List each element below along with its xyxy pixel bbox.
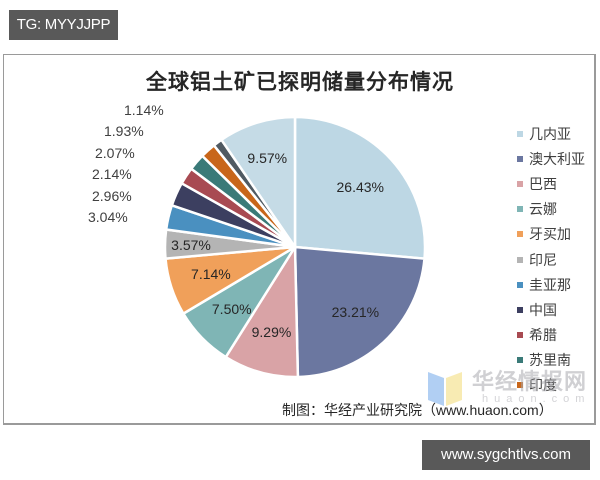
legend-swatch-icon bbox=[517, 206, 523, 213]
chart-source: 制图：华经产业研究院（www.huaon.com） bbox=[282, 402, 553, 418]
legend-label: 苏里南 bbox=[529, 351, 571, 368]
pie-slice bbox=[293, 245, 426, 379]
watermark-subtext: huaon.com bbox=[482, 393, 591, 405]
legend-item: 印度 bbox=[517, 375, 557, 395]
pie-slice-label: 2.07% bbox=[95, 145, 135, 161]
legend-swatch-icon bbox=[517, 331, 523, 338]
legend-swatch-icon bbox=[517, 156, 523, 163]
legend-item: 云娜 bbox=[517, 199, 557, 219]
pie-slice-label: 3.57% bbox=[171, 236, 211, 253]
pie-slice bbox=[293, 115, 427, 261]
pie-slice-label: 2.96% bbox=[92, 188, 132, 204]
pie-slice-label: 3.04% bbox=[88, 209, 128, 225]
watermark-logo-icon bbox=[428, 372, 462, 406]
legend-item: 澳大利亚 bbox=[517, 149, 585, 169]
legend-item: 希腊 bbox=[517, 325, 557, 345]
legend-swatch-icon bbox=[517, 231, 523, 238]
legend-swatch-icon bbox=[517, 131, 523, 137]
legend-label: 印度 bbox=[529, 377, 557, 393]
legend-item: 苏里南 bbox=[517, 350, 571, 370]
legend-swatch-icon bbox=[517, 382, 523, 388]
pie-slice-label: 2.14% bbox=[92, 166, 132, 182]
legend-swatch-icon bbox=[517, 181, 523, 188]
legend-label: 希腊 bbox=[529, 326, 557, 343]
pie-slice-label: 1.14% bbox=[124, 102, 164, 118]
chart-title: 全球铝土矿已探明储量分布情况 bbox=[146, 69, 454, 94]
legend-label: 中国 bbox=[529, 301, 557, 318]
legend-item: 圭亚那 bbox=[517, 275, 571, 295]
legend-item: 中国 bbox=[517, 300, 557, 320]
legend-label: 圭亚那 bbox=[529, 276, 571, 293]
pie-slice-label: 26.43% bbox=[336, 179, 384, 196]
legend-item: 巴西 bbox=[517, 174, 557, 194]
pie-slice-label: 7.14% bbox=[191, 266, 231, 283]
site-badge: www.sygchtlvs.com bbox=[422, 440, 590, 470]
pie-slice-label: 7.50% bbox=[211, 300, 252, 317]
legend-swatch-icon bbox=[517, 306, 523, 313]
legend-label: 牙买加 bbox=[529, 226, 571, 243]
pie-slice bbox=[219, 115, 297, 252]
legend-item: 牙买加 bbox=[517, 224, 571, 244]
pie-slice-label: 9.57% bbox=[247, 149, 288, 166]
pie-slice-label: 23.21% bbox=[331, 303, 380, 320]
legend-label: 云娜 bbox=[529, 201, 557, 218]
legend-swatch-icon bbox=[517, 281, 523, 288]
legend-label: 澳大利亚 bbox=[529, 151, 585, 168]
legend-label: 几内亚 bbox=[529, 126, 571, 142]
watermark-text: 华经情报网 bbox=[472, 369, 588, 394]
legend-swatch-icon bbox=[517, 356, 523, 363]
legend-item: 几内亚 bbox=[517, 124, 571, 144]
legend-swatch-icon bbox=[517, 256, 523, 263]
pie-slice-label: 1.93% bbox=[104, 123, 144, 139]
legend-label: 巴西 bbox=[529, 176, 557, 193]
pie-slice-label: 9.29% bbox=[251, 324, 292, 341]
legend-item: 印尼 bbox=[517, 250, 557, 270]
tg-badge: TG: MYYJJPP bbox=[9, 10, 118, 40]
legend-label: 印尼 bbox=[529, 251, 557, 268]
